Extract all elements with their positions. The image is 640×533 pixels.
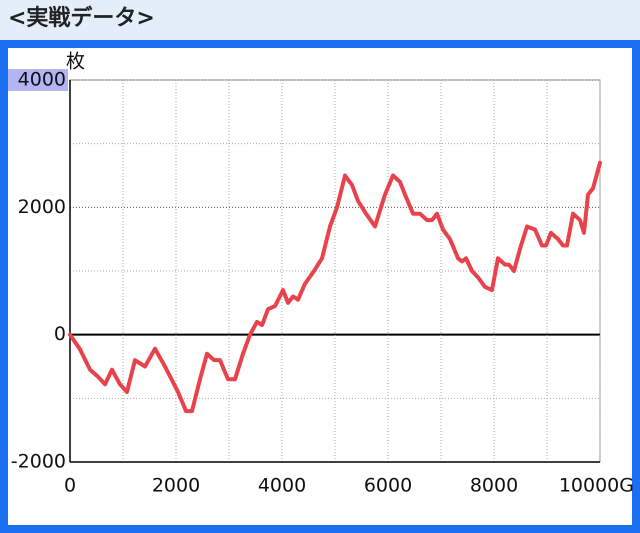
data-line (68, 160, 602, 414)
tick-highlight (8, 69, 68, 91)
x-tick-label: 6000 (364, 475, 412, 497)
y-axis-label: 枚 (66, 51, 85, 73)
y-tick-label: -2000 (11, 451, 66, 473)
header-bar (0, 0, 640, 40)
x-tick-label: 4000 (258, 475, 306, 497)
x-tick-label: 8000 (470, 475, 518, 497)
y-tick-label: 0 (54, 323, 66, 345)
y-tick-label: 4000 (18, 69, 66, 91)
x-tick-label: 10000G (559, 475, 634, 497)
x-tick-label: 2000 (152, 475, 200, 497)
x-tick-label: 0 (64, 475, 76, 497)
y-tick-label: 2000 (18, 196, 66, 218)
panel-frame (0, 40, 640, 533)
header-title: <実戦データ> (8, 5, 155, 31)
